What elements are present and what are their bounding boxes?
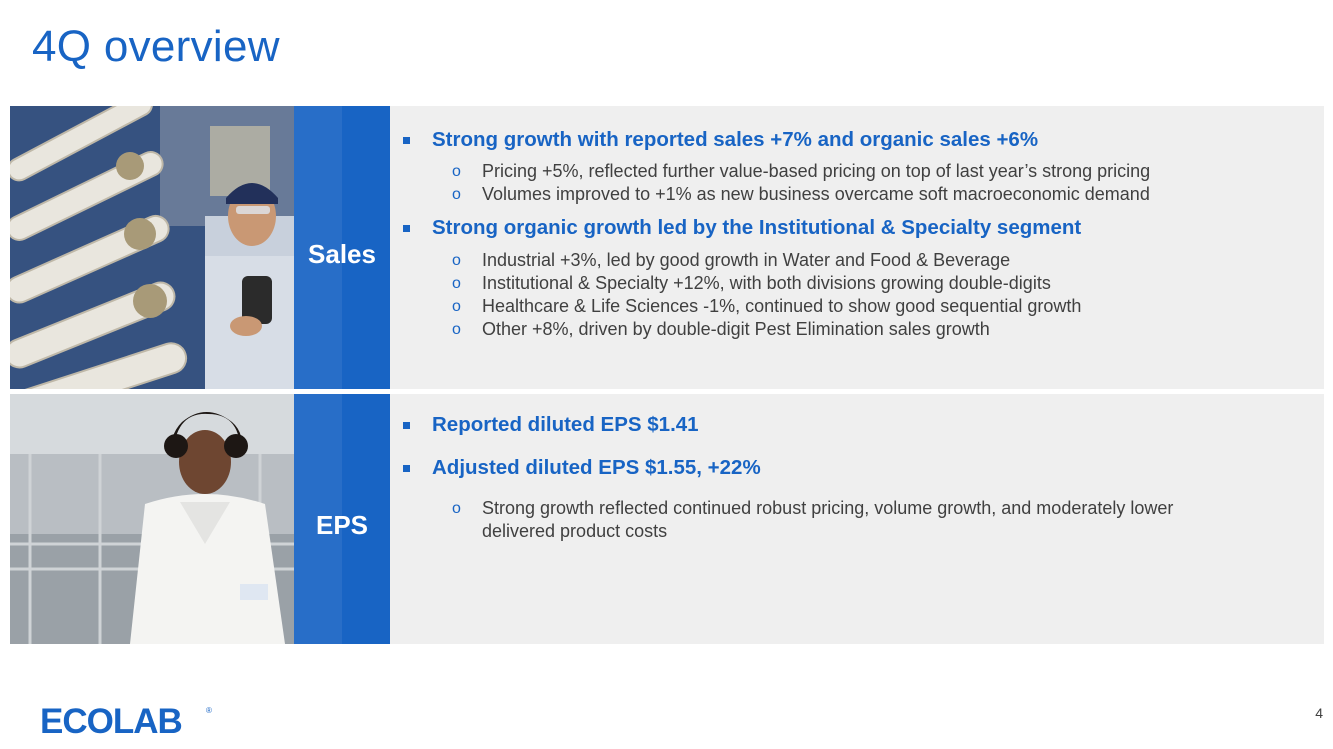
sales-sub-2-2: Institutional & Specialty +12%, with bot…: [402, 272, 1304, 295]
registered-mark: ®: [206, 706, 212, 715]
eps-sub-2-1: Strong growth reflected continued robust…: [402, 497, 1242, 543]
logo-wordmark: ECOLAB: [40, 704, 182, 736]
eps-content: Reported diluted EPS $1.41 Adjusted dilu…: [402, 394, 1304, 543]
sales-sub-2-4: Other +8%, driven by double-digit Pest E…: [402, 318, 1304, 341]
eps-label-band: EPS: [294, 394, 390, 644]
eps-bullet-2: Adjusted diluted EPS $1.55, +22%: [402, 456, 1304, 480]
sales-photo: [10, 106, 294, 389]
eps-panel: EPS Reported diluted EPS $1.41 Adjusted …: [10, 394, 1324, 644]
eps-label: EPS: [315, 510, 369, 540]
eps-photo: [10, 394, 294, 644]
sales-label-band: Sales: [294, 106, 390, 389]
sales-panel: Sales Strong growth with reported sales …: [10, 106, 1324, 389]
sales-bullet-1: Strong growth with reported sales +7% an…: [402, 128, 1304, 152]
ecolab-logo: ECOLAB ®: [40, 702, 212, 741]
sales-sub-2-1: Industrial +3%, led by good growth in Wa…: [402, 249, 1304, 272]
sales-sub-1-1: Pricing +5%, reflected further value-bas…: [402, 160, 1304, 183]
sales-label: Sales: [308, 239, 376, 269]
page-number: 4: [1315, 705, 1323, 721]
page-title: 4Q overview: [32, 22, 280, 71]
eps-bullet-1: Reported diluted EPS $1.41: [402, 413, 1304, 437]
sales-sub-2-3: Healthcare & Life Sciences -1%, continue…: [402, 295, 1304, 318]
sales-bullet-2: Strong organic growth led by the Institu…: [402, 216, 1304, 240]
sales-sub-1-2: Volumes improved to +1% as new business …: [402, 183, 1304, 206]
sales-content: Strong growth with reported sales +7% an…: [402, 106, 1304, 341]
